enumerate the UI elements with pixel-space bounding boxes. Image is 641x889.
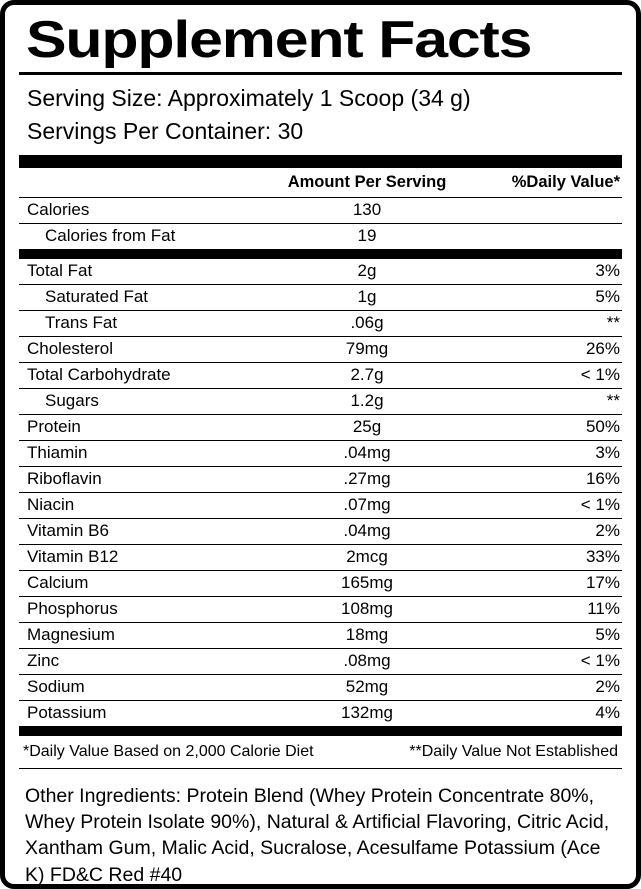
row-amount: 19 [357,226,377,246]
row-dv: 3% [595,443,620,463]
servings-per-container: Servings Per Container: 30 [27,117,304,144]
row-name: Trans Fat [45,313,118,333]
nutrient-rows: Total Fat 2g 3% Saturated Fat 1g 5% Trans Fat.… [19,259,622,727]
table-row: Total Carbohydrate 2.7g < 1% [19,363,622,389]
row-amount: .04mg [343,521,391,541]
table-row: Zinc .08mg < 1% [19,649,622,675]
footnote-not-established: **Daily Value Not Established [409,742,618,760]
row-name: Sodium [27,677,85,697]
table-row: Sugars 1.2g ** [19,389,622,415]
row-dv: 16% [585,469,620,489]
row-name: Protein [27,417,81,437]
title-divider [19,71,622,75]
table-row: Vitamin B6 .04mg 2% [19,519,622,545]
section-divider-calories [19,249,622,259]
row-dv: 5% [595,287,620,307]
row-dv: 33% [585,547,620,567]
table-row: Riboflavin .27mg 16% [19,467,622,493]
row-name: Total Carbohydrate [27,365,171,385]
row-amount: 132mg [341,703,393,723]
row-name: Zinc [27,651,60,671]
row-amount: 18mg [345,625,389,645]
table-row: Protein 25g 50% [19,415,622,441]
row-dv: 4% [595,703,620,723]
row-dv: ** [606,391,620,411]
amount-per-serving-header: Amount Per Serving [287,172,447,191]
row-amount: .08mg [343,651,391,671]
table-row: Sodium 52mg 2% [19,675,622,701]
table-row: Phosphorus 108mg 11% [19,597,622,623]
row-amount: 165mg [341,573,393,593]
row-amount: .27mg [343,469,391,489]
row-amount: 2.7g [350,365,384,385]
table-row: Thiamin .04mg 3% [19,441,622,467]
table-row: Total Fat 2g 3% [19,259,622,285]
row-name: Sugars [45,391,99,411]
row-name: Total Fat [27,261,93,281]
table-row: Potassium 132mg 4% [19,701,622,727]
row-dv: 17% [585,573,620,593]
section-divider-top [19,154,622,168]
table-row: Vitamin B12 2mcg 33% [19,545,622,571]
other-ingredients: Other Ingredients: Protein Blend (Whey P… [25,784,610,886]
row-name: Magnesium [27,625,115,645]
table-row: Saturated Fat 1g 5% [19,285,622,311]
row-name: Phosphorus [27,599,118,619]
row-amount: 108mg [341,599,393,619]
row-amount: 2g [357,261,377,281]
table-row: Calcium 165mg 17% [19,571,622,597]
row-amount: 1g [357,287,377,307]
row-name: Potassium [27,703,107,723]
footnote-daily-value-basis: *Daily Value Based on 2,000 Calorie Diet [23,742,314,760]
row-amount: .06g [350,313,384,333]
table-row: Magnesium 18mg 5% [19,623,622,649]
row-name: Calories [27,200,90,220]
row-dv: 50% [585,417,620,437]
serving-size: Serving Size: Approximately 1 Scoop (34 … [27,84,471,111]
row-name: Calories from Fat [45,226,176,246]
row-name: Saturated Fat [45,287,149,307]
table-row: Niacin .07mg < 1% [19,493,622,519]
row-name: Riboflavin [27,469,102,489]
row-amount: 130 [352,200,382,220]
row-amount: 1.2g [350,391,384,411]
row-dv: 2% [595,677,620,697]
section-divider-bottom [19,726,622,736]
row-dv: < 1% [580,365,620,385]
row-amount: .07mg [343,495,391,515]
row-amount: 2mcg [346,547,388,567]
row-amount: .04mg [343,443,391,463]
row-dv: 3% [595,261,620,281]
row-dv: < 1% [580,651,620,671]
table-row: Trans Fat .06g ** [19,311,622,337]
calorie-rows: Calories 130 Calories from Fat 19 [19,198,622,250]
row-dv: 26% [585,339,620,359]
row-amount: 25g [352,417,382,437]
row-name: Vitamin B6 [27,521,109,541]
table-header-row: Amount Per Serving %Daily Value* [19,168,622,198]
row-dv: 11% [587,599,620,619]
row-amount: 79mg [345,339,389,359]
row-dv: < 1% [580,495,620,515]
row-name: Niacin [27,495,75,515]
table-row: Cholesterol 79mg 26% [19,337,622,363]
row-name: Thiamin [27,443,88,463]
row-dv: 2% [595,521,620,541]
row-amount: 52mg [345,677,389,697]
table-row: Calories 130 [19,198,622,224]
row-dv: ** [606,313,620,333]
daily-value-header: %Daily Value* [511,172,620,191]
footnote-row: *Daily Value Based on 2,000 Calorie Diet… [19,736,622,769]
row-name: Calcium [27,573,89,593]
row-dv: 5% [595,625,620,645]
row-name: Vitamin B12 [27,547,119,567]
label-title: Supplement Facts [26,11,532,69]
table-row: Calories from Fat 19 [19,224,622,250]
row-name: Cholesterol [27,339,113,359]
